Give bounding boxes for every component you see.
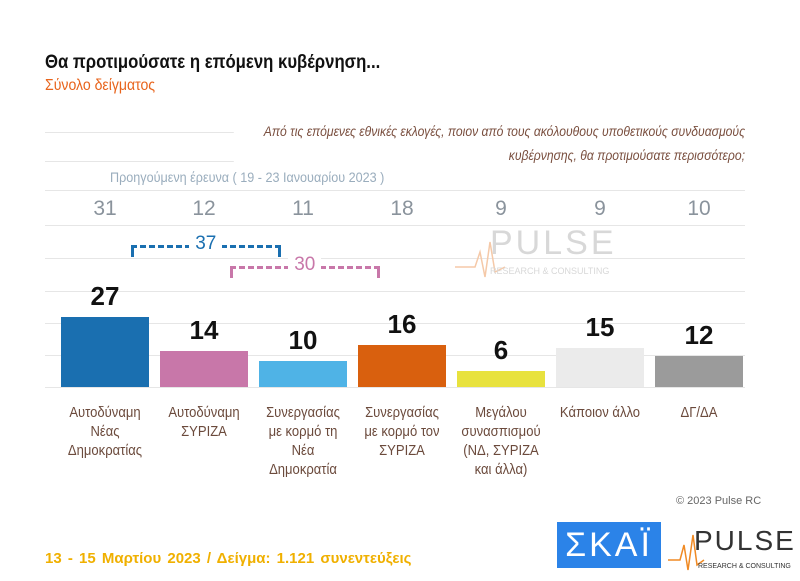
divider (45, 291, 745, 292)
pulse-watermark: PULSE RESEARCH & CONSULTING (455, 224, 617, 278)
bar (358, 345, 446, 387)
bar (556, 348, 644, 387)
bracket-end (278, 245, 281, 257)
value-label: 10 (288, 325, 318, 355)
svg-text:PULSE: PULSE (490, 224, 617, 262)
value-label: 12 (684, 319, 714, 350)
copyright: © 2023 Pulse RC (676, 495, 762, 507)
previous-survey-label: Προηγούμενη έρευνα ( 19 - 23 Ιανουαρίου … (110, 169, 385, 185)
value-label: 6 (493, 335, 509, 366)
category-label: Συνεργασίας με κορμό τη Νέα Δημοκρατία (266, 405, 340, 478)
previous-value-label: 9 (495, 197, 507, 220)
divider (45, 225, 745, 226)
survey-info: 13 - 15 Μαρτίου 2023 / Δείγμα: 1.121 συν… (45, 550, 412, 567)
value-label: 15 (585, 312, 615, 342)
bar (457, 371, 545, 387)
chart-subtitle: Σύνολο δείγματος (45, 77, 156, 94)
divider (45, 190, 745, 191)
bracket-end (131, 245, 135, 257)
pulse-logo: PULSE RESEARCH & CONSULTING (668, 525, 793, 571)
skai-logo: ΣΚΑΪ (557, 522, 661, 568)
bracket-sum-label: 37 (189, 233, 223, 255)
previous-value-label: 12 (192, 197, 216, 220)
bracket-end (377, 266, 380, 278)
question-text: Από τις επόμενες εθνικές εκλογές, ποιον … (233, 120, 745, 168)
bar (160, 350, 248, 387)
previous-value-label: 18 (390, 197, 414, 220)
category-label: ΔΓ/ΔΑ (680, 405, 718, 421)
bar (259, 361, 347, 387)
svg-text:RESEARCH & CONSULTING: RESEARCH & CONSULTING (698, 563, 791, 570)
bar (61, 316, 149, 387)
category-label: Συνεργασίας με κορμό τον ΣΥΡΙΖΑ (364, 405, 440, 459)
bracket-end (230, 266, 234, 278)
chart-title: Θα προτιμούσατε η επόμενη κυβέρνηση... (45, 52, 381, 73)
bracket-sum-label: 30 (288, 254, 322, 276)
category-label: Αυτοδύναμη ΣΥΡΙΖΑ (168, 405, 240, 440)
value-label: 27 (90, 280, 120, 311)
bar (655, 355, 743, 387)
category-label: Αυτοδύναμη Νέας Δημοκρατίας (67, 405, 143, 459)
divider (45, 387, 745, 388)
previous-value-label: 11 (292, 197, 314, 220)
value-label: 16 (387, 309, 417, 340)
svg-text:RESEARCH & CONSULTING: RESEARCH & CONSULTING (490, 266, 609, 276)
value-label: 14 (189, 314, 219, 345)
svg-text:PULSE: PULSE (694, 525, 793, 556)
divider (45, 323, 745, 324)
previous-value-label: 31 (93, 197, 117, 220)
previous-value-label: 9 (594, 197, 606, 220)
divider (45, 258, 745, 259)
category-label: Κάποιον άλλο (559, 405, 641, 421)
category-label: Μεγάλου συνασπισμού (ΝΔ, ΣΥΡΙΖΑ και άλλα… (461, 405, 541, 478)
previous-value-label: 10 (687, 197, 711, 220)
